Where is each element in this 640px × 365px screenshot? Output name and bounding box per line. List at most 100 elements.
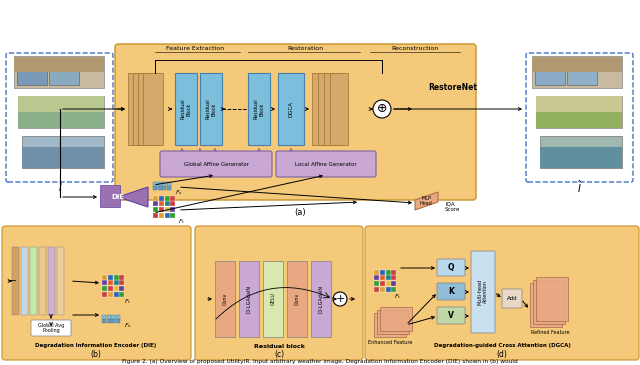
Bar: [164, 196, 170, 201]
Bar: [392, 276, 396, 280]
Bar: [22, 147, 104, 168]
Bar: [157, 181, 161, 185]
Bar: [164, 201, 170, 206]
Text: V: V: [448, 311, 454, 320]
Bar: [159, 201, 164, 206]
Bar: [374, 313, 406, 337]
FancyBboxPatch shape: [526, 53, 633, 182]
Bar: [392, 287, 396, 292]
Text: Degradation-guided Cross Attention (DGCA): Degradation-guided Cross Attention (DGCA…: [433, 343, 570, 349]
Bar: [153, 186, 157, 190]
Bar: [108, 286, 113, 291]
Bar: [115, 319, 120, 323]
Bar: [170, 196, 175, 201]
Bar: [248, 73, 270, 145]
Bar: [330, 73, 348, 145]
Text: Restoration: Restoration: [287, 46, 323, 51]
Bar: [533, 280, 565, 324]
Bar: [385, 270, 390, 274]
Text: (a): (a): [294, 208, 306, 218]
Bar: [108, 292, 113, 297]
Text: $F_s$: $F_s$: [175, 189, 183, 197]
FancyBboxPatch shape: [437, 283, 465, 300]
Text: K: K: [448, 287, 454, 296]
Text: Residual
Block: Residual Block: [180, 99, 191, 119]
Bar: [133, 73, 153, 145]
Bar: [170, 207, 175, 212]
Text: —: —: [8, 277, 17, 285]
Bar: [312, 73, 330, 145]
Bar: [311, 261, 331, 337]
Bar: [392, 270, 396, 274]
Bar: [540, 136, 622, 168]
FancyBboxPatch shape: [276, 151, 376, 177]
Bar: [30, 247, 37, 315]
Bar: [536, 96, 622, 128]
Bar: [153, 201, 158, 206]
Bar: [159, 207, 164, 212]
Bar: [164, 207, 170, 212]
Bar: [111, 319, 115, 323]
FancyBboxPatch shape: [437, 259, 465, 276]
Text: Multi-head
Attention: Multi-head Attention: [477, 279, 488, 305]
Bar: [535, 59, 565, 85]
Bar: [318, 73, 336, 145]
Bar: [380, 270, 385, 274]
Bar: [120, 286, 124, 291]
Bar: [380, 287, 385, 292]
Text: Figure 2. (a) Overview of proposed UtilityIR. Input arbitrary weather image, Deg: Figure 2. (a) Overview of proposed Utili…: [122, 360, 518, 365]
Bar: [536, 96, 622, 112]
Text: $\hat{I}$: $\hat{I}$: [577, 179, 583, 195]
Bar: [39, 247, 46, 315]
Bar: [111, 315, 115, 319]
Bar: [380, 281, 385, 286]
Text: MLP
Head: MLP Head: [420, 196, 433, 206]
FancyBboxPatch shape: [365, 226, 639, 360]
Bar: [166, 181, 170, 185]
Bar: [102, 286, 107, 291]
Bar: [170, 201, 175, 206]
Text: DGCA: DGCA: [289, 101, 294, 117]
Text: Local Affine Generator: Local Affine Generator: [295, 161, 357, 166]
Bar: [48, 247, 55, 315]
Bar: [380, 307, 412, 331]
FancyBboxPatch shape: [195, 226, 363, 360]
Circle shape: [373, 100, 391, 118]
Bar: [380, 276, 385, 280]
Text: DI-LGAdaIN: DI-LGAdaIN: [246, 285, 252, 313]
Bar: [164, 213, 170, 218]
Bar: [385, 287, 390, 292]
Bar: [120, 280, 124, 285]
Bar: [22, 136, 104, 168]
Text: ⊕: ⊕: [377, 103, 387, 115]
Text: Residual block: Residual block: [253, 343, 305, 349]
Bar: [239, 261, 259, 337]
Text: Refined Feature: Refined Feature: [531, 330, 570, 334]
Bar: [153, 207, 158, 212]
Bar: [162, 181, 166, 185]
Bar: [102, 280, 107, 285]
Bar: [162, 186, 166, 190]
Bar: [215, 261, 235, 337]
Bar: [153, 196, 158, 201]
Bar: [100, 185, 120, 207]
Bar: [115, 315, 120, 319]
Bar: [57, 247, 64, 315]
Bar: [120, 292, 124, 297]
Bar: [385, 276, 390, 280]
Bar: [530, 283, 562, 327]
FancyBboxPatch shape: [502, 289, 522, 308]
Bar: [14, 56, 104, 88]
Text: Reconstruction: Reconstruction: [392, 46, 438, 51]
Bar: [128, 73, 148, 145]
Bar: [532, 57, 622, 72]
Bar: [114, 292, 118, 297]
Bar: [175, 73, 197, 145]
Bar: [392, 281, 396, 286]
Text: Residual
Block: Residual Block: [205, 99, 216, 119]
Text: DI-LGAdaIN: DI-LGAdaIN: [319, 285, 323, 313]
Bar: [108, 280, 113, 285]
Bar: [106, 315, 111, 319]
Bar: [18, 112, 104, 128]
FancyBboxPatch shape: [31, 320, 71, 336]
